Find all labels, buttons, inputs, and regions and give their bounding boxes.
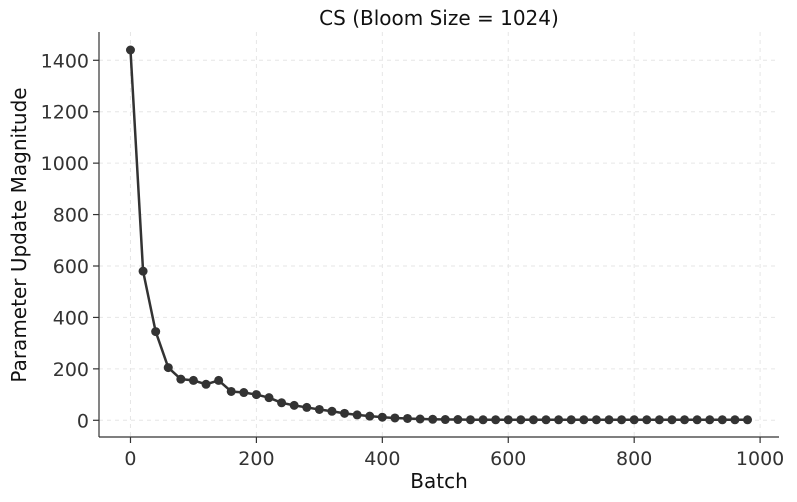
data-point xyxy=(340,408,350,418)
chart-title: CS (Bloom Size = 1024) xyxy=(319,6,559,30)
data-point xyxy=(516,415,526,425)
data-point xyxy=(163,363,173,373)
data-point xyxy=(692,415,702,425)
series-line xyxy=(129,49,748,422)
data-point xyxy=(201,379,211,389)
data-point xyxy=(654,415,664,425)
data-point xyxy=(503,415,513,425)
data-point xyxy=(528,415,538,425)
data-point xyxy=(554,415,564,425)
data-point xyxy=(214,375,224,385)
data-point xyxy=(264,393,274,403)
data-point xyxy=(239,388,249,398)
x-tick-label: 1000 xyxy=(736,448,784,470)
data-point xyxy=(730,415,740,425)
y-tick-label: 1400 xyxy=(41,50,89,72)
data-point xyxy=(226,386,236,396)
data-point xyxy=(151,327,161,337)
y-tick-label: 400 xyxy=(53,307,89,329)
y-tick-label: 1000 xyxy=(41,153,89,175)
data-point xyxy=(428,414,438,424)
data-point xyxy=(365,411,375,421)
data-point xyxy=(352,410,362,420)
y-tick-label: 800 xyxy=(53,205,89,227)
axes xyxy=(98,32,779,438)
grid xyxy=(99,32,779,437)
data-point xyxy=(743,415,753,425)
data-point xyxy=(629,415,639,425)
y-tick-label: 1200 xyxy=(41,102,89,124)
data-point xyxy=(188,375,198,385)
data-point xyxy=(327,406,337,416)
x-tick-label: 400 xyxy=(364,448,400,470)
data-point xyxy=(491,415,501,425)
data-point xyxy=(453,415,463,425)
data-point xyxy=(377,412,387,422)
data-point xyxy=(705,415,715,425)
data-point xyxy=(277,398,287,408)
data-point xyxy=(717,415,727,425)
data-point xyxy=(390,413,400,423)
y-tick-label: 200 xyxy=(53,359,89,381)
x-axis-label: Batch xyxy=(410,469,468,493)
ticks: 0 200 400 600 800 1000 0 200 400 600 800 1000 1200 14… xyxy=(41,50,785,470)
data-point xyxy=(591,415,601,425)
data-point xyxy=(314,404,324,414)
data-point xyxy=(541,415,551,425)
data-point xyxy=(579,415,589,425)
data-point xyxy=(440,415,450,425)
data-point xyxy=(125,45,135,55)
data-point xyxy=(176,374,186,384)
data-point xyxy=(415,414,425,424)
y-tick-label: 0 xyxy=(77,410,89,432)
data-point xyxy=(478,415,488,425)
data-point xyxy=(642,415,652,425)
x-tick-label: 600 xyxy=(490,448,526,470)
data-point xyxy=(680,415,690,425)
x-tick-label: 800 xyxy=(616,448,652,470)
data-point xyxy=(617,415,627,425)
series-layer xyxy=(125,45,753,425)
data-point xyxy=(289,400,299,410)
data-point xyxy=(604,415,614,425)
data-point xyxy=(251,390,261,400)
data-point xyxy=(465,415,475,425)
data-point xyxy=(138,266,148,276)
x-tick-label: 200 xyxy=(238,448,274,470)
x-tick-label: 0 xyxy=(124,448,136,470)
data-point xyxy=(403,413,413,423)
data-point xyxy=(667,415,677,425)
y-axis-label: Parameter Update Magnitude xyxy=(7,87,31,382)
data-point xyxy=(566,415,576,425)
data-point xyxy=(302,402,312,412)
y-tick-label: 600 xyxy=(53,256,89,278)
